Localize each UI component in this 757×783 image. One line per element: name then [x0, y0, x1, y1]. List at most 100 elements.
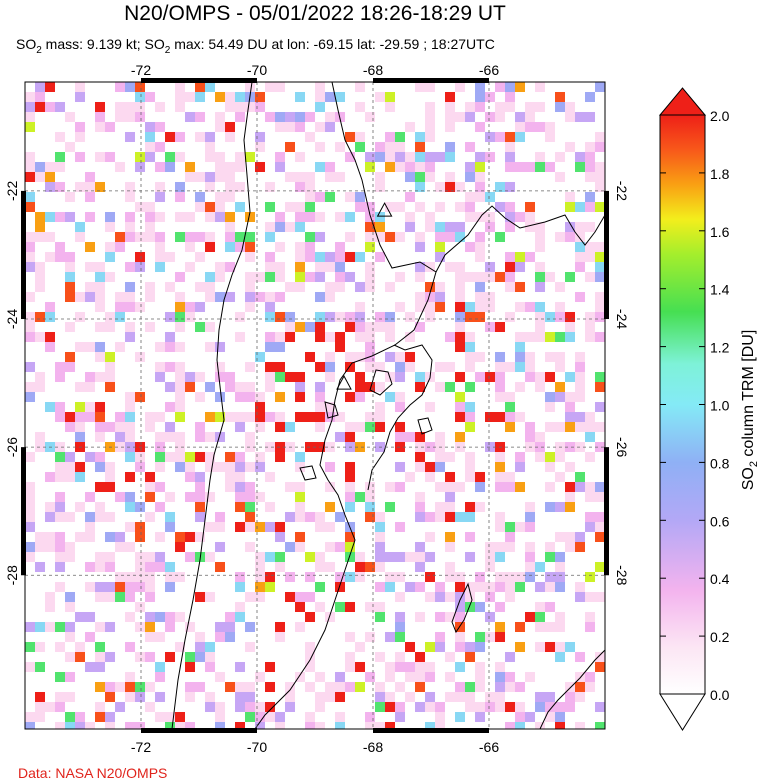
so2-pixel [225, 412, 235, 422]
so2-pixel [245, 362, 255, 372]
so2-pixel [595, 252, 605, 262]
so2-pixel [255, 412, 265, 422]
so2-pixel [65, 282, 75, 292]
so2-pixel [275, 712, 285, 722]
so2-pixel [175, 152, 185, 162]
so2-pixel [235, 692, 245, 702]
so2-pixel [275, 112, 285, 122]
so2-pixel [325, 542, 335, 552]
so2-pixel [495, 542, 505, 552]
so2-pixel [345, 392, 355, 402]
so2-pixel [65, 142, 75, 152]
so2-pixel [485, 372, 495, 382]
so2-pixel [355, 642, 365, 652]
so2-pixel [35, 692, 45, 702]
so2-pixel [175, 132, 185, 142]
so2-pixel [125, 422, 135, 432]
so2-pixel [95, 182, 105, 192]
so2-pixel [75, 472, 85, 482]
so2-pixel [405, 552, 415, 562]
so2-pixel [195, 112, 205, 122]
so2-pixel [175, 642, 185, 652]
so2-pixel [295, 212, 305, 222]
so2-pixel [515, 252, 525, 262]
so2-pixel [275, 372, 285, 382]
so2-pixel [25, 662, 35, 672]
so2-pixel [45, 512, 55, 522]
so2-pixel [485, 592, 495, 602]
so2-pixel [325, 362, 335, 372]
so2-pixel [595, 592, 605, 602]
so2-pixel [555, 92, 565, 102]
so2-pixel [175, 372, 185, 382]
so2-pixel [385, 582, 395, 592]
so2-pixel [345, 362, 355, 372]
so2-pixel [455, 372, 465, 382]
so2-pixel [425, 462, 435, 472]
so2-pixel [575, 162, 585, 172]
so2-pixel [85, 582, 95, 592]
so2-pixel [515, 352, 525, 362]
so2-pixel [425, 162, 435, 172]
so2-pixel [185, 302, 195, 312]
so2-pixel [405, 692, 415, 702]
so2-pixel [465, 332, 475, 342]
so2-pixel [175, 532, 185, 542]
frame-bar [373, 78, 489, 83]
so2-pixel [235, 102, 245, 112]
so2-pixel [75, 152, 85, 162]
lon-tick-label-top: -68 [363, 62, 383, 78]
so2-pixel [155, 342, 165, 352]
so2-pixel [565, 462, 575, 472]
so2-pixel [565, 502, 575, 512]
so2-pixel [95, 352, 105, 362]
so2-pixel [285, 682, 295, 692]
so2-pixel [545, 482, 555, 492]
so2-pixel [485, 562, 495, 572]
so2-pixel [385, 722, 395, 729]
so2-pixel [575, 412, 585, 422]
lat-tick-label-left: -24 [4, 309, 20, 329]
so2-pixel [425, 552, 435, 562]
so2-pixel [375, 322, 385, 332]
so2-pixel [495, 112, 505, 122]
so2-pixel [285, 512, 295, 522]
so2-pixel [435, 452, 445, 462]
so2-pixel [425, 592, 435, 602]
so2-pixel [415, 552, 425, 562]
so2-pixel [55, 362, 65, 372]
so2-pixel [35, 432, 45, 442]
so2-pixel [125, 582, 135, 592]
so2-pixel [225, 472, 235, 482]
so2-pixel [515, 412, 525, 422]
so2-pixel [225, 382, 235, 392]
so2-pixel [375, 412, 385, 422]
so2-pixel [535, 382, 545, 392]
so2-pixel [25, 232, 35, 242]
so2-pixel [335, 172, 345, 182]
so2-pixel [585, 322, 595, 332]
salar-outline [299, 465, 317, 481]
so2-pixel [595, 242, 605, 252]
so2-pixel [195, 372, 205, 382]
so2-pixel [545, 122, 555, 132]
so2-pixel [165, 622, 175, 632]
so2-pixel [595, 402, 605, 412]
so2-pixel [515, 162, 525, 172]
so2-pixel [235, 462, 245, 472]
so2-pixel [145, 202, 155, 212]
so2-pixel [395, 392, 405, 402]
so2-pixel [155, 482, 165, 492]
so2-pixel [185, 212, 195, 222]
so2-pixel [395, 232, 405, 242]
so2-pixel [435, 182, 445, 192]
so2-pixel [145, 582, 155, 592]
so2-pixel [205, 432, 215, 442]
so2-pixel [195, 282, 205, 292]
so2-pixel [125, 282, 135, 292]
so2-pixel [135, 82, 145, 92]
so2-pixel [185, 472, 195, 482]
so2-pixel [255, 462, 265, 472]
so2-pixel [445, 382, 455, 392]
so2-pixel [265, 222, 275, 232]
